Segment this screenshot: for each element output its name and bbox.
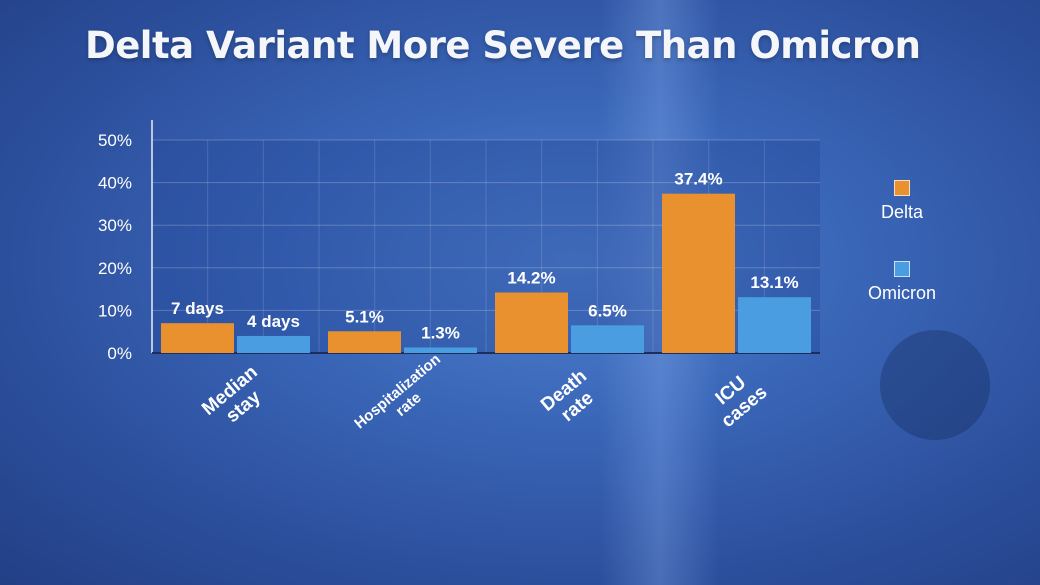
data-label-omicron: 13.1% — [750, 273, 798, 292]
legend-item-omicron: Omicron — [842, 261, 962, 304]
bar-omicron — [237, 335, 310, 353]
bar-omicron — [738, 297, 811, 353]
y-tick-label: 10% — [98, 301, 132, 320]
data-label-omicron: 1.3% — [421, 323, 460, 342]
y-tick-label: 40% — [98, 174, 132, 193]
data-label-delta: 37.4% — [674, 170, 722, 189]
legend-swatch-omicron — [894, 261, 910, 277]
y-tick-label: 30% — [98, 216, 132, 235]
y-tick-label: 0% — [107, 344, 132, 363]
legend: Delta Omicron — [842, 180, 962, 342]
bar-delta — [328, 331, 401, 353]
x-tick-label: ICUcases — [704, 366, 771, 432]
legend-label-delta: Delta — [880, 202, 924, 222]
bar-omicron — [571, 325, 644, 353]
x-tick-label: Medianstay — [198, 362, 275, 436]
data-label-omicron: 6.5% — [588, 301, 627, 320]
legend-item-delta: Delta — [842, 180, 962, 223]
x-tick-label: Deathrate — [537, 366, 604, 432]
y-tick-label: 20% — [98, 259, 132, 278]
bar-delta — [161, 323, 234, 353]
data-label-delta: 7 days — [171, 299, 224, 318]
legend-label-omicron: Omicron — [867, 283, 936, 303]
data-label-delta: 14.2% — [507, 269, 555, 288]
bar-omicron — [404, 347, 477, 353]
bar-delta — [662, 193, 735, 353]
data-label-omicron: 4 days — [247, 312, 300, 331]
bar-delta — [495, 292, 568, 353]
legend-swatch-delta — [894, 180, 910, 196]
y-tick-label: 50% — [98, 131, 132, 150]
data-label-delta: 5.1% — [345, 307, 384, 326]
chart-title: Delta Variant More Severe Than Omicron — [85, 24, 921, 67]
x-tick-label: Hospitalizationrate — [351, 351, 455, 446]
